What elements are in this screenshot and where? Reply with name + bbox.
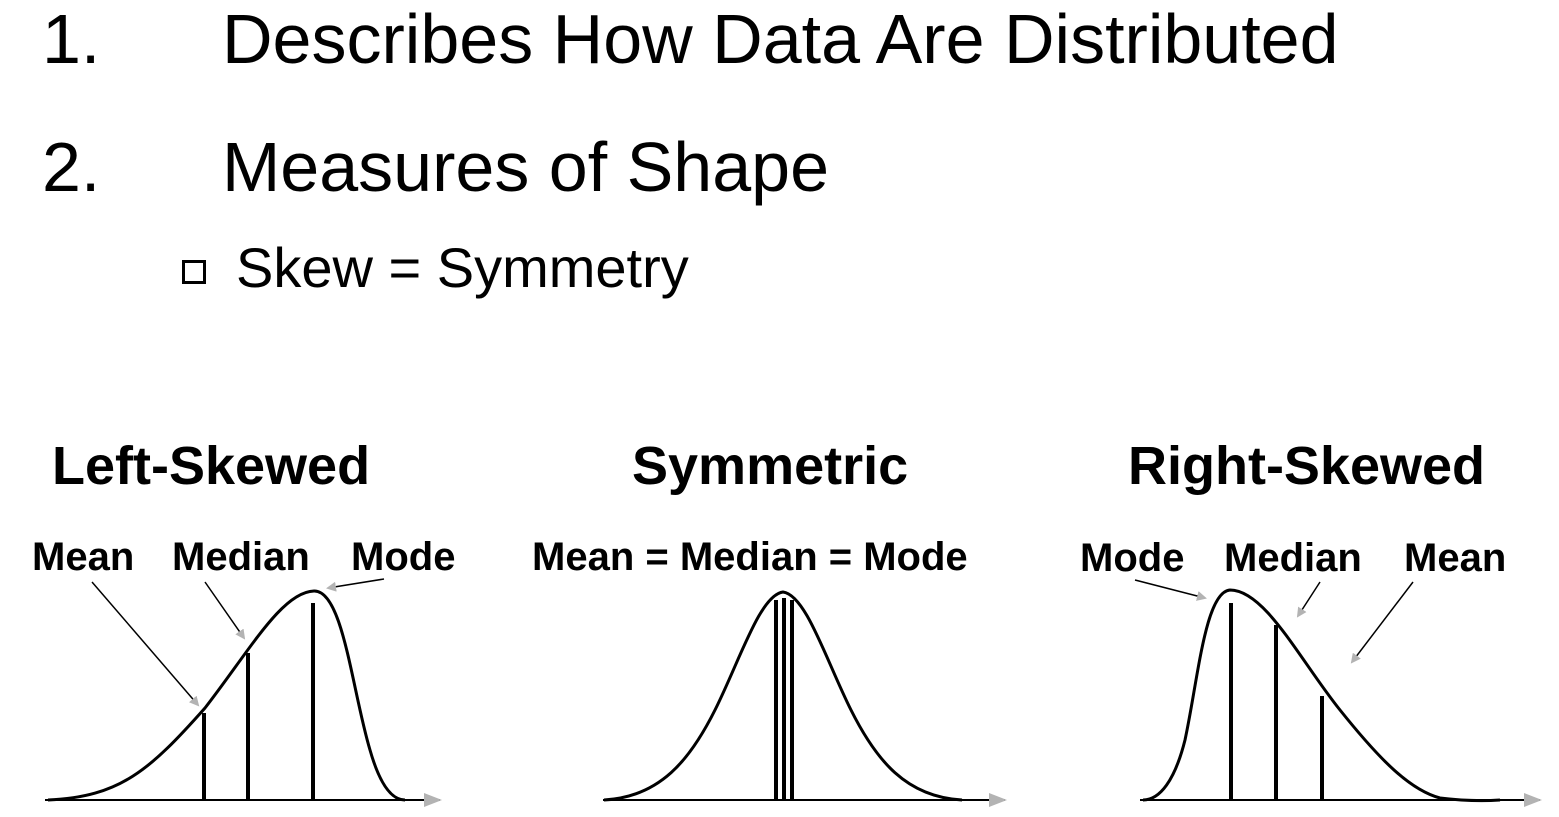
mean-arrow [91,581,200,707]
distribution-curve [47,589,406,802]
sub-bullet-text: Skew = Symmetry [236,236,689,299]
outline-item-2-number: 2. [42,128,101,206]
label-median: Median [172,535,310,579]
label-mean: Mean [32,535,134,579]
median-arrow [204,581,246,640]
label-mode: Mode [1080,536,1184,580]
outline-item-1-text: Describes How Data Are Distributed [222,0,1339,78]
panel-left-skewed: Left-Skewed Mean Median Mode [32,436,455,807]
mode-arrow [1134,579,1207,601]
panel-symmetric: Symmetric Mean = Median = Mode [532,436,1007,807]
label-mean-median-mode: Mean = Median = Mode [532,535,968,579]
label-mode: Mode [351,535,455,579]
panel-right-skewed: Right-Skewed Mode Median Mean [1080,436,1542,807]
panel-title-symmetric: Symmetric [632,436,908,496]
outline-item-1-number: 1. [42,0,101,78]
label-median: Median [1224,536,1362,580]
square-bullet-icon [182,260,206,284]
distribution-curve [603,590,963,802]
panel-title-right-skewed: Right-Skewed [1128,436,1485,496]
mean-arrow [1350,581,1414,664]
distribution-curve [1142,588,1501,803]
outline-item-2-text: Measures of Shape [222,128,830,206]
median-arrow [1296,581,1321,618]
panel-title-left-skewed: Left-Skewed [52,436,370,496]
mode-arrow [326,578,385,592]
label-mean: Mean [1404,536,1506,580]
